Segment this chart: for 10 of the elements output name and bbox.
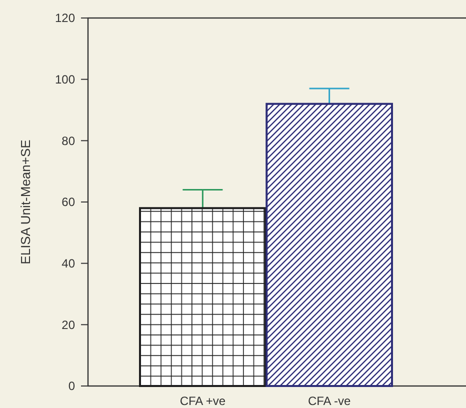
y-tick-label: 100 [54,72,76,87]
y-tick-label: 120 [54,11,76,26]
y-tick-label: 40 [62,256,76,271]
x-tick-label: CFA -ve [308,394,351,408]
y-axis-title: ELISA Unit-Mean+SE [18,139,33,264]
y-tick-label: 80 [62,134,76,148]
y-tick-label: 20 [62,318,76,332]
x-tick-label: CFA +ve [180,394,226,408]
y-tick-label: 0 [68,379,76,394]
y-tick-label: 60 [62,195,76,210]
